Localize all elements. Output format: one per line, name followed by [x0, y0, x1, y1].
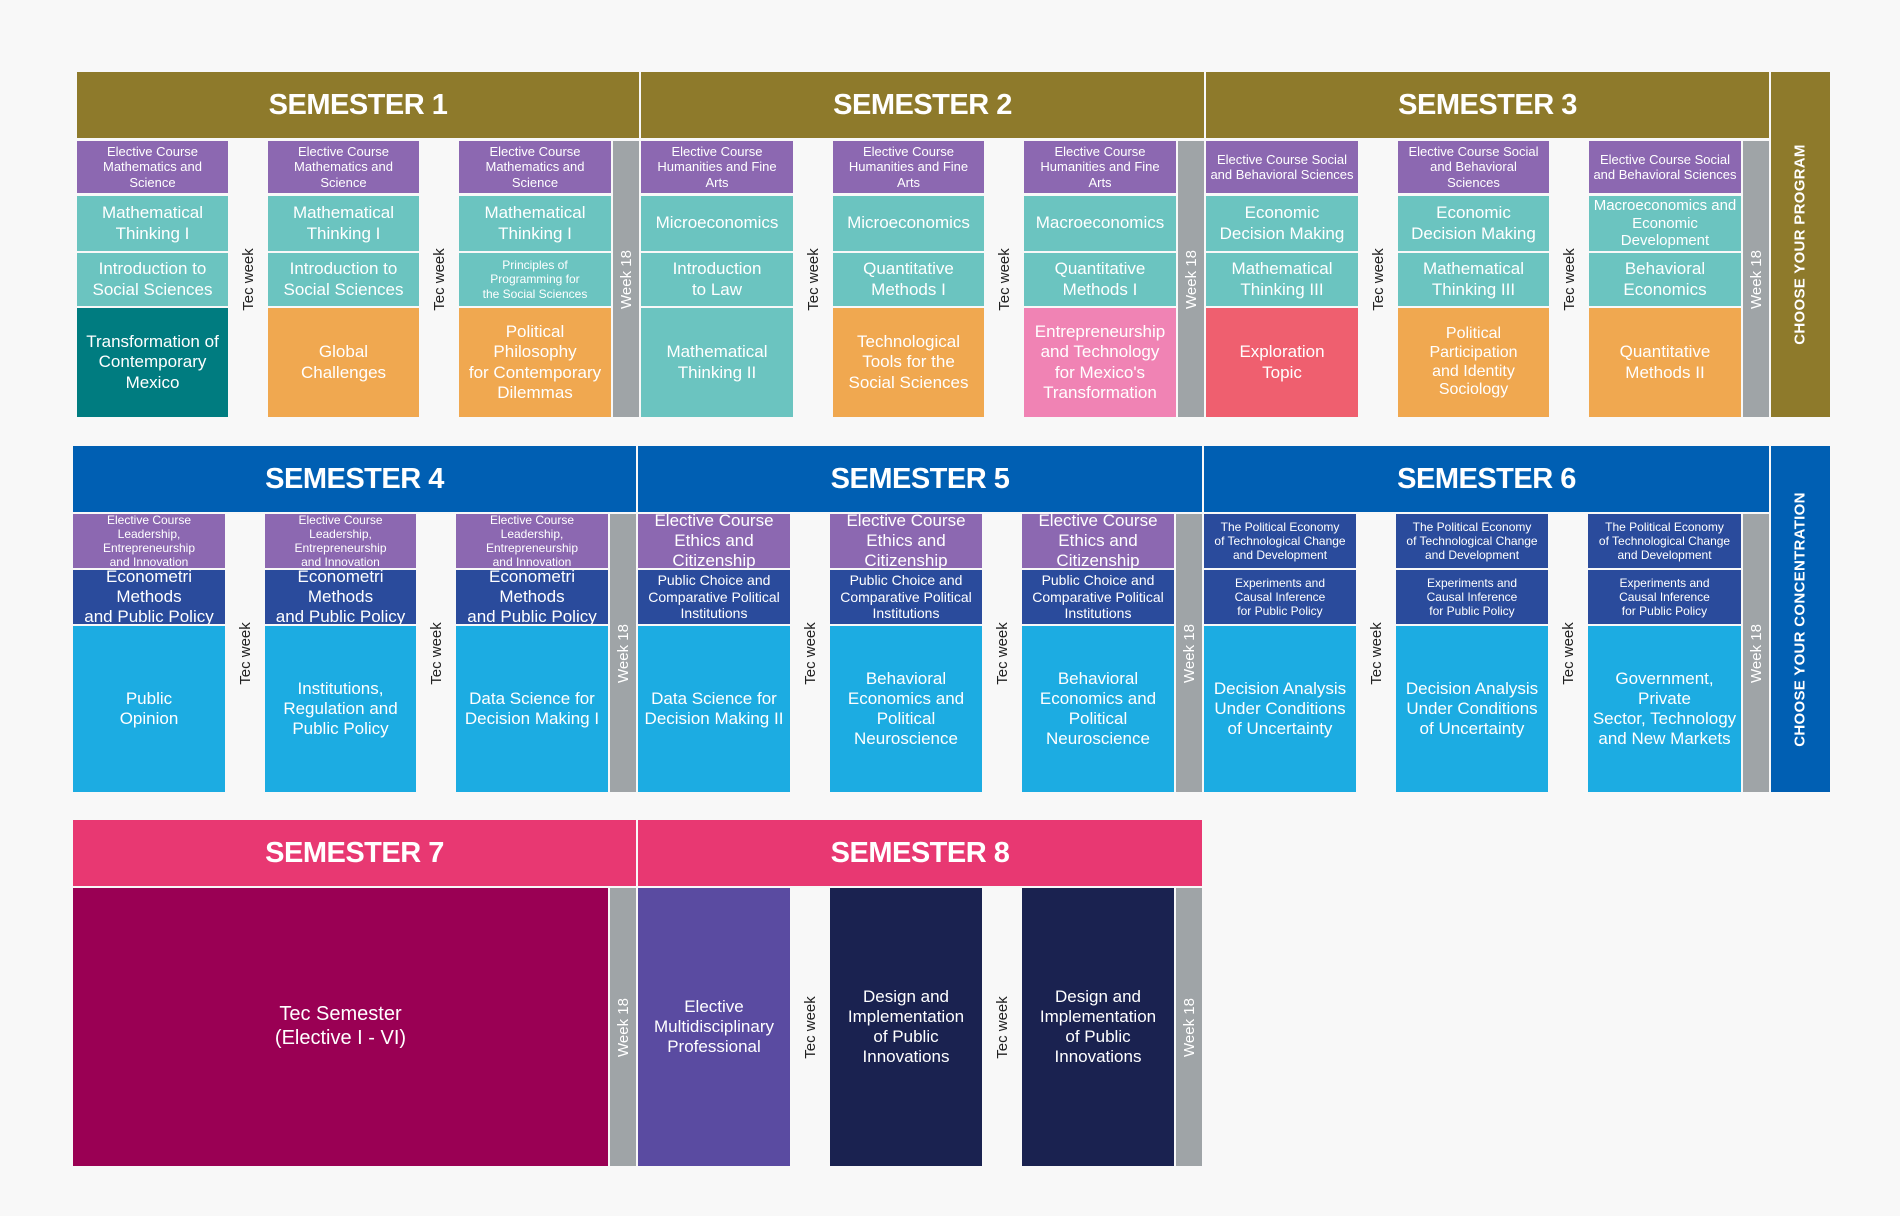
course-cell: Mathematical Thinking III: [1398, 253, 1549, 306]
tec-week-label: Tec week: [427, 621, 445, 685]
course-cell: Experiments and Causal Inference for Pub…: [1204, 570, 1356, 624]
course-cell: Econometri Methods and Public Policy: [265, 570, 416, 624]
course-cell: Elective Course Humanities and Fine Arts: [1024, 141, 1176, 193]
tec-semester-block: Tec Semester (Elective I - VI): [73, 888, 608, 1166]
course-cell: Transformation of Contemporary Mexico: [77, 308, 228, 417]
tec-week-label: Tec week: [995, 247, 1013, 311]
course-cell: Global Challenges: [268, 308, 419, 417]
course-cell: Elective Multidisciplinary Professional: [638, 888, 790, 1166]
course-cell: Mathematical Thinking I: [459, 196, 611, 251]
course-cell: Political Participation and Identity Soc…: [1398, 308, 1549, 417]
tec-week-label: Tec week: [804, 247, 822, 311]
course-cell: Data Science for Decision Making II: [638, 626, 790, 792]
course-cell: Elective Course Mathematics and Science: [459, 141, 611, 193]
course-cell: Data Science for Decision Making I: [456, 626, 608, 792]
course-cell: Public Choice and Comparative Political …: [830, 570, 982, 624]
course-cell: Experiments and Causal Inference for Pub…: [1588, 570, 1741, 624]
course-cell: Quantitative Methods I: [1024, 253, 1176, 306]
tec-week-label: Tec week: [430, 247, 448, 311]
course-cell: Microeconomics: [641, 196, 793, 251]
course-cell: Behavioral Economics and Political Neuro…: [1022, 626, 1174, 792]
course-cell: Decision Analysis Under Conditions of Un…: [1396, 626, 1548, 792]
course-cell: Mathematical Thinking I: [268, 196, 419, 251]
course-cell: Design and Implementation of Public Inno…: [830, 888, 982, 1166]
week18-label: Week 18: [1178, 141, 1204, 417]
tec-week-label: Tec week: [239, 247, 257, 311]
course-cell: Elective Course Humanities and Fine Arts: [641, 141, 793, 193]
week18-label: Week 18: [1176, 514, 1202, 792]
course-cell: Elective Course Ethics and Citizenship: [1022, 514, 1174, 568]
course-cell: Elective Course Social and Behavioral Sc…: [1206, 141, 1358, 193]
semester-3-header: SEMESTER 3: [1206, 72, 1769, 138]
course-cell: Elective Course Leadership, Entrepreneur…: [73, 514, 225, 568]
course-cell: Entrepreneurship and Technology for Mexi…: [1024, 308, 1176, 417]
course-cell: The Political Economy of Technological C…: [1204, 514, 1356, 568]
course-cell: Quantitative Methods I: [833, 253, 984, 306]
semester-2-header: SEMESTER 2: [641, 72, 1204, 138]
tec-week-label: Tec week: [993, 621, 1011, 685]
tec-week-label: Tec week: [801, 621, 819, 685]
course-cell: Microeconomics: [833, 196, 984, 251]
course-cell: Behavioral Economics and Political Neuro…: [830, 626, 982, 792]
course-cell: Public Opinion: [73, 626, 225, 792]
course-cell: Decision Analysis Under Conditions of Un…: [1204, 626, 1356, 792]
tec-week-label: Tec week: [1560, 247, 1578, 311]
semester-8-header: SEMESTER 8: [638, 820, 1202, 886]
course-cell: Macroeconomics: [1024, 196, 1176, 251]
week18-label: Week 18: [613, 141, 639, 417]
course-cell: Public Choice and Comparative Political …: [638, 570, 790, 624]
course-cell: Econometri Methods and Public Policy: [456, 570, 608, 624]
course-cell: Introduction to Law: [641, 253, 793, 306]
choose-program-band: CHOOSE YOUR PROGRAM: [1771, 72, 1830, 417]
course-cell: Experiments and Causal Inference for Pub…: [1396, 570, 1548, 624]
course-cell: Elective Course Ethics and Citizenship: [638, 514, 790, 568]
course-cell: Government, Private Sector, Technology a…: [1588, 626, 1741, 792]
tec-week-label: Tec week: [1369, 247, 1387, 311]
course-cell: Economic Decision Making: [1206, 196, 1358, 251]
course-cell: The Political Economy of Technological C…: [1588, 514, 1741, 568]
course-cell: Mathematical Thinking II: [641, 308, 793, 417]
semester-4-header: SEMESTER 4: [73, 446, 636, 512]
course-cell: Introduction to Social Sciences: [268, 253, 419, 306]
course-cell: Economic Decision Making: [1398, 196, 1549, 251]
week18-label: Week 18: [1176, 888, 1202, 1166]
tec-week-label: Tec week: [1367, 621, 1385, 685]
course-cell: Political Philosophy for Contemporary Di…: [459, 308, 611, 417]
choose-concentration-band: CHOOSE YOUR CONCENTRATION: [1771, 446, 1830, 792]
tec-week-label: Tec week: [1559, 621, 1577, 685]
course-cell: Macroeconomics and Economic Development: [1589, 196, 1741, 251]
course-cell: Exploration Topic: [1206, 308, 1358, 417]
week18-label: Week 18: [610, 888, 636, 1166]
course-cell: Elective Course Mathematics and Science: [268, 141, 419, 193]
tec-week-label: Tec week: [801, 995, 819, 1059]
semester-5-header: SEMESTER 5: [638, 446, 1202, 512]
course-cell: The Political Economy of Technological C…: [1396, 514, 1548, 568]
course-cell: Public Choice and Comparative Political …: [1022, 570, 1174, 624]
course-cell: Behavioral Economics: [1589, 253, 1741, 306]
course-cell: Elective Course Mathematics and Science: [77, 141, 228, 193]
week18-label: Week 18: [1743, 141, 1769, 417]
course-cell: Elective Course Leadership, Entrepreneur…: [265, 514, 416, 568]
course-cell: Introduction to Social Sciences: [77, 253, 228, 306]
course-cell: Elective Course Ethics and Citizenship: [830, 514, 982, 568]
course-cell: Quantitative Methods II: [1589, 308, 1741, 417]
week18-label: Week 18: [610, 514, 636, 792]
course-cell: Elective Course Leadership, Entrepreneur…: [456, 514, 608, 568]
course-cell: Mathematical Thinking III: [1206, 253, 1358, 306]
tec-week-label: Tec week: [236, 621, 254, 685]
course-cell: Design and Implementation of Public Inno…: [1022, 888, 1174, 1166]
semester-7-header: SEMESTER 7: [73, 820, 636, 886]
course-cell: Technological Tools for the Social Scien…: [833, 308, 984, 417]
course-cell: Elective Course Humanities and Fine Arts: [833, 141, 984, 193]
course-cell: Econometri Methods and Public Policy: [73, 570, 225, 624]
course-cell: Mathematical Thinking I: [77, 196, 228, 251]
course-cell: Elective Course Social and Behavioral Sc…: [1589, 141, 1741, 193]
semester-1-header: SEMESTER 1: [77, 72, 639, 138]
course-cell: Principles of Programming for the Social…: [459, 253, 611, 306]
course-cell: Elective Course Social and Behavioral Sc…: [1398, 141, 1549, 193]
course-cell: Institutions, Regulation and Public Poli…: [265, 626, 416, 792]
tec-week-label: Tec week: [993, 995, 1011, 1059]
week18-label: Week 18: [1743, 514, 1769, 792]
semester-6-header: SEMESTER 6: [1204, 446, 1769, 512]
